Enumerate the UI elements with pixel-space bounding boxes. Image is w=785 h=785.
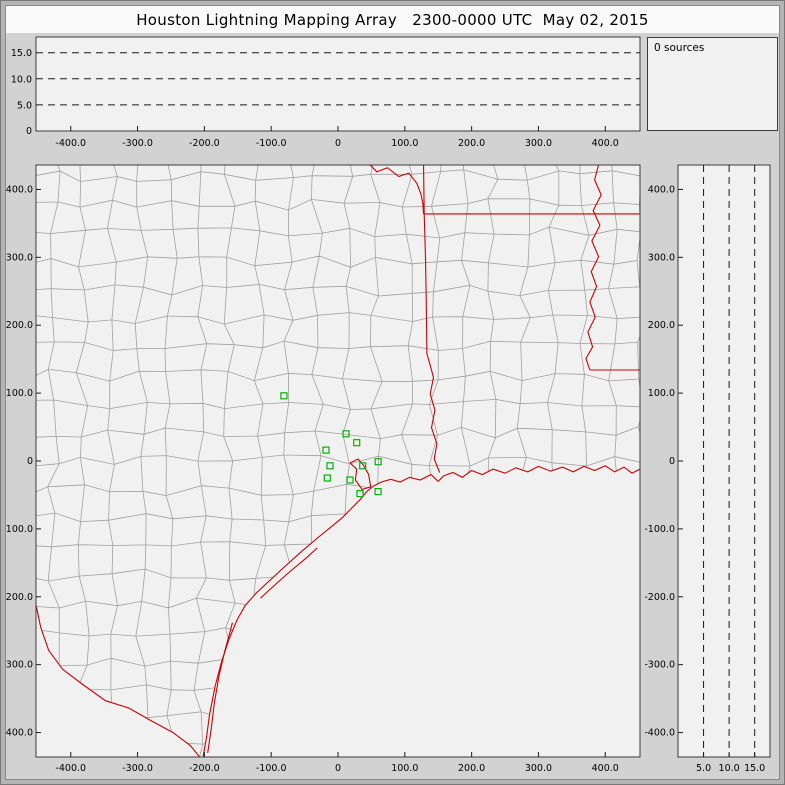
lma-station-marker (322, 446, 330, 454)
x-axis-tick-label: 0 (335, 138, 341, 149)
page-title: Houston Lightning Mapping Array 2300-000… (136, 10, 649, 29)
altitude-ns-panel: 5.0 10.0 15.0 400.0 300.0 200.0 100.0 0 -100.0 -2… (645, 164, 771, 774)
y-axis-tick-label: 200.0 (6, 320, 33, 331)
lma-station-marker (342, 430, 350, 438)
lma-station-marker (323, 474, 331, 482)
x-axis-tick-label: -400.0 (55, 138, 86, 149)
y-axis-tick-label: 10.0 (11, 74, 32, 85)
x-axis-tick-label: -200.0 (189, 138, 220, 149)
altitude-ew-panel: 5.0 10.0 15.0 0 -400.0 -300.0 -200.0 -100.0 0 100… (11, 36, 641, 149)
x-axis-tick-label: -100.0 (256, 138, 287, 149)
y-axis-tick-label: -300.0 (645, 660, 675, 671)
sources-panel: 0 sources (647, 37, 778, 131)
plan-view-map-panel: -400.0 -300.0 -200.0 -100.0 0 100.0 200.0 300.0… (5, 164, 641, 774)
x-axis-tick-label: 400.0 (592, 138, 619, 149)
y-axis-tick-label: 400.0 (6, 184, 33, 195)
y-axis-tick-label: -400.0 (645, 728, 675, 739)
rio-grande-border (36, 604, 201, 757)
padre-island (207, 622, 233, 753)
x-axis-tick-label: 15.0 (744, 763, 765, 774)
y-axis-tick-label: 100.0 (6, 388, 33, 399)
y-axis-tick-label: -400.0 (5, 728, 33, 739)
y-axis-tick-label: 15.0 (11, 48, 32, 59)
texas-louisiana-border (422, 165, 441, 473)
x-axis-tick-label: 0 (335, 763, 341, 774)
x-axis-tick-label: 300.0 (525, 138, 552, 149)
lma-station-marker (359, 462, 367, 470)
y-axis-tick-label: -200.0 (5, 592, 33, 603)
x-axis-tick-label: 10.0 (719, 763, 740, 774)
red-river (369, 165, 425, 214)
lma-station-marker (356, 490, 364, 498)
x-axis-tick-label: 100.0 (391, 763, 418, 774)
plot-frame (35, 36, 641, 132)
coastline (202, 465, 640, 757)
x-axis-tick-label: 200.0 (458, 138, 485, 149)
y-axis-tick-label: -300.0 (5, 660, 33, 671)
y-axis-tick-label: 0 (27, 456, 33, 467)
x-axis-tick-label: -100.0 (256, 763, 287, 774)
y-axis-tick-label: -200.0 (645, 592, 675, 603)
lma-station-marker (374, 458, 382, 466)
plot-frame (677, 164, 771, 758)
lma-station-marker (280, 392, 288, 400)
x-axis-tick-label: 300.0 (525, 763, 552, 774)
x-axis-tick-label: -400.0 (55, 763, 86, 774)
y-axis-tick-label: -100.0 (5, 524, 33, 535)
y-axis-tick-label: 0 (669, 456, 675, 467)
y-axis-tick-label: 300.0 (648, 252, 675, 263)
y-axis-tick-label: 0 (26, 126, 32, 137)
lma-station-marker (353, 439, 361, 447)
y-axis-tick-label: 300.0 (6, 252, 33, 263)
y-axis-tick-label: 5.0 (17, 100, 32, 111)
y-axis-tick-label: 200.0 (648, 320, 675, 331)
y-axis-tick-label: 400.0 (648, 184, 675, 195)
sources-count-label: 0 sources (654, 42, 705, 54)
matagorda-island (260, 547, 318, 599)
x-axis-tick-label: 200.0 (458, 763, 485, 774)
x-axis-tick-label: 400.0 (592, 763, 619, 774)
x-axis-tick-label: -300.0 (122, 138, 153, 149)
galveston-bay (349, 458, 372, 491)
y-axis-tick-label: 100.0 (648, 388, 675, 399)
lma-station-marker (346, 476, 354, 484)
mississippi-river (585, 165, 602, 371)
lma-station-marker (326, 462, 334, 470)
lma-station-marker (374, 488, 382, 496)
x-axis-tick-label: 5.0 (696, 763, 711, 774)
x-axis-tick-label: -300.0 (122, 763, 153, 774)
x-axis-tick-label: -200.0 (189, 763, 220, 774)
y-axis-tick-label: -100.0 (645, 524, 675, 535)
title-bar: Houston Lightning Mapping Array 2300-000… (6, 6, 779, 33)
x-axis-tick-label: 100.0 (391, 138, 418, 149)
